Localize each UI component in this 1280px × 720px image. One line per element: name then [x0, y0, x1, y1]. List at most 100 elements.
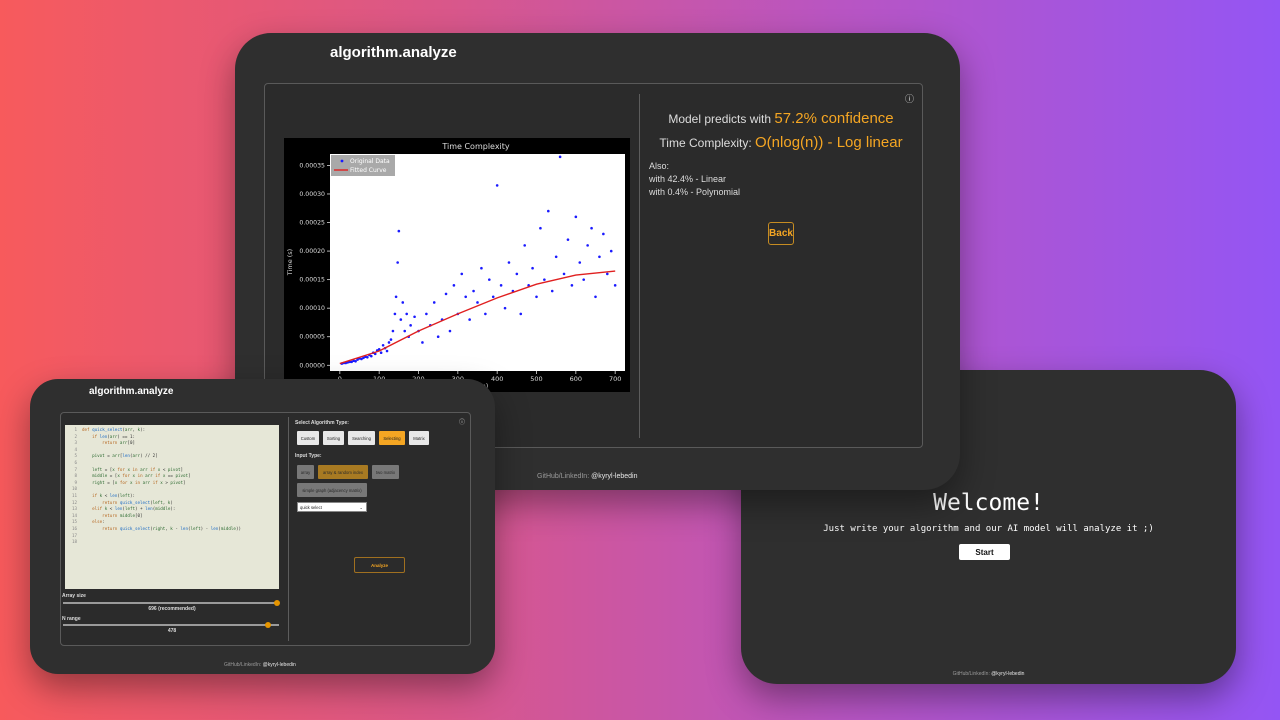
array-size-value: 696 (recommended) — [148, 606, 196, 612]
data-point — [488, 278, 491, 281]
input-type-array-random-index[interactable]: array & random index — [318, 465, 368, 479]
footer-handle-link[interactable]: @kyryl-lebedin — [991, 671, 1025, 677]
data-point — [582, 278, 585, 281]
algo-type-label: Select Algorithm Type: — [295, 420, 349, 426]
brand-title: algorithm.analyze — [330, 44, 457, 61]
line-number: 2 — [74, 433, 77, 439]
x-tick-label: 500 — [530, 375, 542, 383]
line-number: 4 — [74, 446, 77, 452]
confidence-prefix: Model predicts with — [668, 112, 772, 126]
data-point — [379, 351, 383, 355]
data-point — [547, 209, 550, 213]
data-point — [480, 266, 483, 270]
code-line: 14 return middle[0] — [65, 513, 279, 520]
n-range-slider-knob[interactable] — [265, 622, 272, 628]
code-text: return quick_select(left, k) — [102, 499, 173, 505]
data-point — [472, 289, 475, 293]
array-size-slider-knob[interactable] — [273, 600, 280, 606]
data-point — [362, 356, 365, 360]
analyze-button[interactable]: Analyze — [354, 557, 405, 573]
data-point — [370, 354, 373, 358]
data-point — [360, 357, 363, 361]
time-complexity-chart: Time Complexity 0.00000 0.00005 0.00010 0.0… — [284, 138, 630, 392]
data-point — [578, 261, 582, 264]
data-point — [460, 272, 464, 276]
data-point — [389, 338, 393, 341]
data-point — [448, 329, 452, 333]
array-size-label: Array size — [62, 593, 86, 599]
code-line: 4 — [65, 447, 279, 454]
data-point — [464, 295, 467, 299]
line-number: 6 — [74, 459, 77, 465]
algo-type-searching[interactable]: Searching — [348, 431, 375, 445]
data-point — [602, 232, 605, 236]
data-point — [391, 329, 395, 333]
panel-divider — [639, 94, 640, 438]
data-point — [409, 324, 412, 327]
y-tick-label: 0.00025 — [299, 220, 325, 227]
footer-prefix: GitHub/LinkedIn: — [224, 662, 262, 668]
algo-type-sorting[interactable]: Sorting — [323, 431, 344, 445]
data-point — [606, 272, 609, 276]
input-type-two-matrix[interactable]: two matrix — [372, 465, 399, 479]
data-point — [468, 318, 471, 321]
data-point — [405, 312, 408, 316]
info-icon[interactable]: ⓘ — [459, 419, 466, 426]
n-range-slider[interactable] — [63, 622, 279, 628]
code-editor[interactable]: 1 def quick_select(arr, k): 2 if len(arr) … — [65, 425, 279, 589]
algo-type-matrix[interactable]: Matrix — [409, 431, 429, 445]
code-text: return quick_select(right, k - len(left)… — [102, 525, 241, 531]
y-tick-label: 0.00020 — [299, 248, 325, 255]
data-point — [594, 295, 597, 299]
x-tick-label: 600 — [570, 375, 582, 383]
input-type-label: Input Type: — [295, 453, 322, 459]
code-line: 17 — [65, 533, 279, 540]
line-number: 17 — [71, 532, 77, 538]
data-point — [399, 318, 403, 321]
data-point — [403, 329, 407, 333]
legend-fitted-curve: Fitted Curve — [350, 167, 387, 174]
y-tick-label: 0.00030 — [299, 191, 325, 198]
array-size-slider[interactable] — [63, 600, 280, 606]
line-number: 11 — [71, 492, 77, 498]
data-point — [566, 238, 570, 241]
code-text: right = [x for x in arr if x > pivot] — [92, 479, 186, 485]
legend-original-data: Original Data — [350, 158, 390, 165]
data-point — [432, 301, 436, 304]
data-point — [515, 272, 519, 276]
input-type-array[interactable]: array — [297, 465, 314, 479]
data-point — [393, 312, 397, 316]
line-number: 7 — [74, 466, 77, 472]
back-button[interactable]: Back — [768, 222, 794, 245]
data-point — [507, 261, 511, 264]
data-point — [452, 284, 456, 287]
code-text: return arr[0] — [102, 440, 135, 446]
data-point — [413, 315, 416, 319]
code-line: 12 return quick_select(left, k) — [65, 500, 279, 507]
welcome-subtitle: Just write your algorithm and our AI mod… — [823, 524, 1154, 534]
footer-handle-link[interactable]: @kyryl-lebedin — [262, 662, 296, 668]
data-point — [531, 266, 534, 270]
chart-ylabel: Time (s) — [286, 249, 294, 276]
algo-type-custom[interactable]: Custom — [297, 431, 319, 445]
footer-handle-link[interactable]: @kyryl-lebedin — [591, 473, 638, 480]
data-point — [598, 255, 601, 259]
result-footer: GitHub/LinkedIn: @kyryl-lebedin — [537, 473, 638, 480]
code-line: 9 right = [x for x in arr if x > pivot] — [65, 480, 279, 487]
code-line: 11 if k < len(left): — [65, 493, 279, 500]
editor-footer: GitHub/LinkedIn: @kyryl-lebedin — [224, 662, 296, 668]
input-type-simple-graph[interactable]: simple graph (adjacency matrix) — [297, 483, 367, 497]
x-tick-label: 700 — [609, 375, 621, 383]
data-point — [387, 341, 391, 344]
code-line: 6 — [65, 460, 279, 467]
complexity-prefix: Time Complexity: — [659, 136, 752, 150]
algo-type-selecting[interactable]: Selecting — [379, 431, 405, 445]
chart-title: Time Complexity — [441, 142, 510, 151]
line-number: 1 — [74, 427, 77, 432]
data-point — [539, 226, 542, 230]
algorithm-select-dropdown[interactable]: quick select ⌄ — [297, 502, 367, 512]
data-point — [381, 344, 385, 347]
start-button[interactable]: Start — [959, 544, 1010, 560]
info-icon[interactable]: ⓘ — [905, 95, 915, 105]
data-point — [609, 249, 613, 253]
